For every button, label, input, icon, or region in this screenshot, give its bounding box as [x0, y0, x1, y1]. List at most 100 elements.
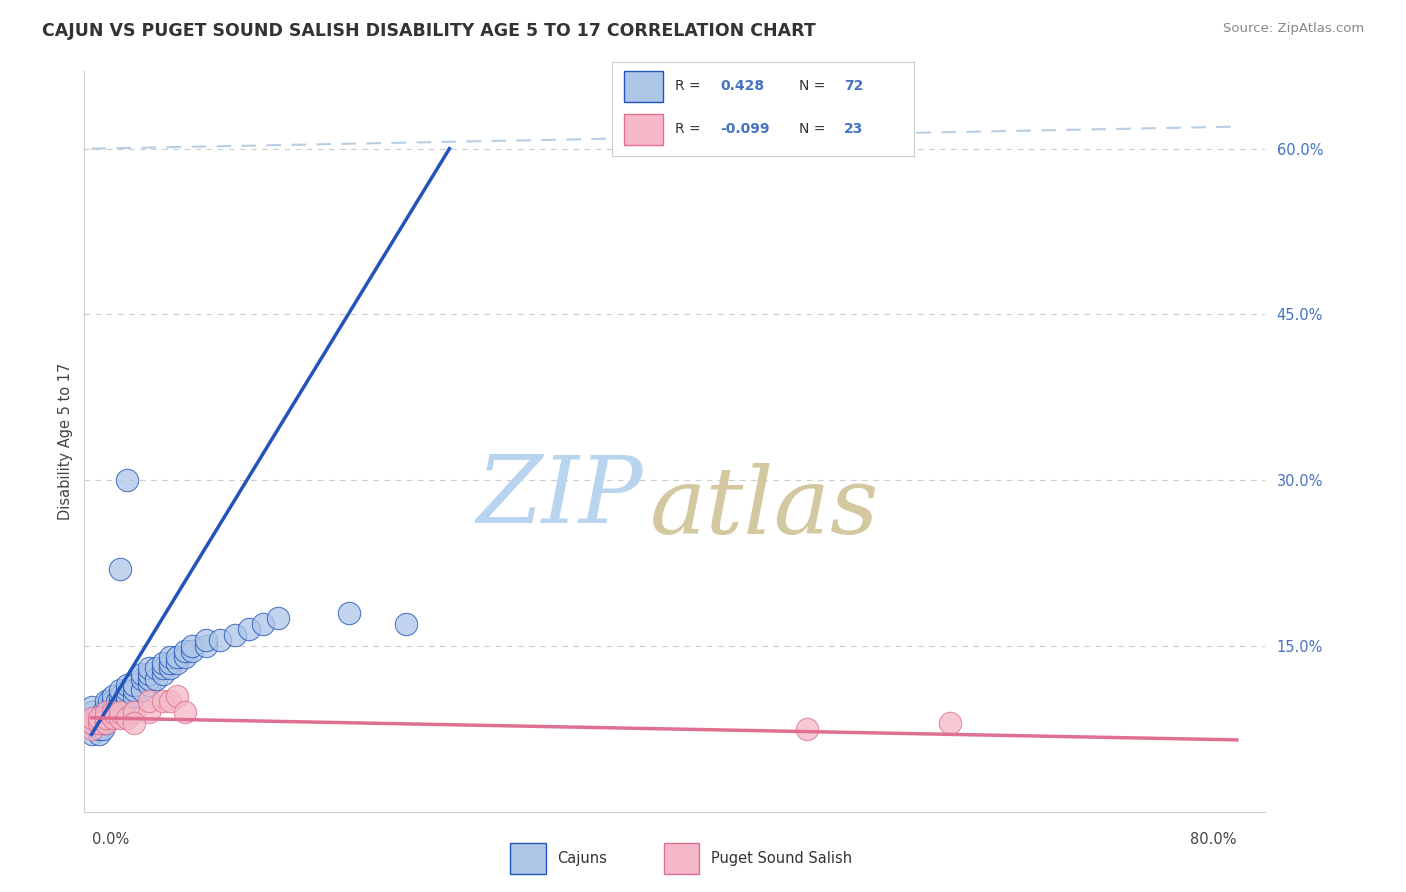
Text: Cajuns: Cajuns [557, 851, 607, 866]
Y-axis label: Disability Age 5 to 17: Disability Age 5 to 17 [58, 363, 73, 520]
Point [80, 716, 103, 731]
Point [180, 644, 202, 658]
Point [101, 706, 124, 720]
Point [105, 694, 128, 708]
Point [80, 699, 103, 714]
Point [87, 711, 110, 725]
Point [395, 616, 418, 631]
Point [159, 656, 181, 670]
Point [108, 689, 131, 703]
Point [101, 706, 124, 720]
Point [87, 711, 110, 725]
Text: Puget Sound Salish: Puget Sound Salish [711, 851, 852, 866]
Text: N =: N = [799, 79, 830, 94]
Point [180, 639, 202, 653]
Point [80, 716, 103, 731]
Point [91, 722, 114, 736]
Point [87, 716, 110, 731]
Point [87, 722, 110, 736]
Point [166, 689, 188, 703]
Point [80, 722, 103, 736]
Point [124, 683, 146, 698]
Text: ZIP: ZIP [477, 451, 643, 541]
Point [91, 716, 114, 731]
Point [108, 706, 131, 720]
Point [138, 678, 160, 692]
Text: atlas: atlas [650, 463, 879, 553]
Point [131, 672, 153, 686]
Point [138, 661, 160, 675]
Point [117, 689, 139, 703]
Text: 72: 72 [845, 79, 863, 94]
Point [94, 706, 117, 720]
Point [101, 694, 124, 708]
Point [80, 711, 103, 725]
Text: N =: N = [799, 122, 830, 136]
Point [131, 683, 153, 698]
Point [101, 689, 124, 703]
Point [108, 711, 131, 725]
Point [117, 694, 139, 708]
Point [101, 699, 124, 714]
Point [166, 650, 188, 665]
Point [94, 716, 117, 731]
Point [138, 672, 160, 686]
Point [108, 694, 131, 708]
Point [117, 473, 139, 487]
Point [145, 672, 167, 686]
Point [124, 716, 146, 731]
Point [209, 633, 232, 648]
Point [117, 711, 139, 725]
FancyBboxPatch shape [510, 843, 546, 874]
Point [117, 683, 139, 698]
Point [94, 711, 117, 725]
Point [159, 694, 181, 708]
Point [166, 656, 188, 670]
Text: 23: 23 [845, 122, 863, 136]
Point [266, 611, 288, 625]
Point [138, 694, 160, 708]
Point [173, 706, 195, 720]
Point [337, 606, 360, 620]
Point [94, 711, 117, 725]
Point [152, 666, 174, 681]
FancyBboxPatch shape [664, 843, 699, 874]
Point [152, 661, 174, 675]
Point [105, 706, 128, 720]
Point [173, 650, 195, 665]
Point [173, 644, 195, 658]
Text: R =: R = [675, 79, 704, 94]
Text: CAJUN VS PUGET SOUND SALISH DISABILITY AGE 5 TO 17 CORRELATION CHART: CAJUN VS PUGET SOUND SALISH DISABILITY A… [42, 22, 815, 40]
Text: 80.0%: 80.0% [1191, 831, 1237, 847]
Point [97, 694, 120, 708]
Point [108, 561, 131, 575]
Point [97, 699, 120, 714]
Point [124, 706, 146, 720]
Point [195, 639, 218, 653]
Point [195, 633, 218, 648]
Text: R =: R = [675, 122, 704, 136]
Text: Source: ZipAtlas.com: Source: ZipAtlas.com [1223, 22, 1364, 36]
Point [97, 711, 120, 725]
Point [108, 699, 131, 714]
Point [80, 711, 103, 725]
Point [105, 699, 128, 714]
Text: -0.099: -0.099 [720, 122, 770, 136]
Text: 0.0%: 0.0% [91, 831, 129, 847]
Point [124, 689, 146, 703]
Point [939, 716, 962, 731]
Point [152, 694, 174, 708]
Point [252, 616, 274, 631]
Point [159, 661, 181, 675]
Point [138, 706, 160, 720]
Point [87, 716, 110, 731]
FancyBboxPatch shape [624, 70, 664, 102]
Text: 0.428: 0.428 [720, 79, 765, 94]
Point [108, 683, 131, 698]
FancyBboxPatch shape [624, 114, 664, 145]
Point [159, 650, 181, 665]
Point [101, 711, 124, 725]
Point [97, 706, 120, 720]
Point [91, 711, 114, 725]
Point [87, 727, 110, 741]
